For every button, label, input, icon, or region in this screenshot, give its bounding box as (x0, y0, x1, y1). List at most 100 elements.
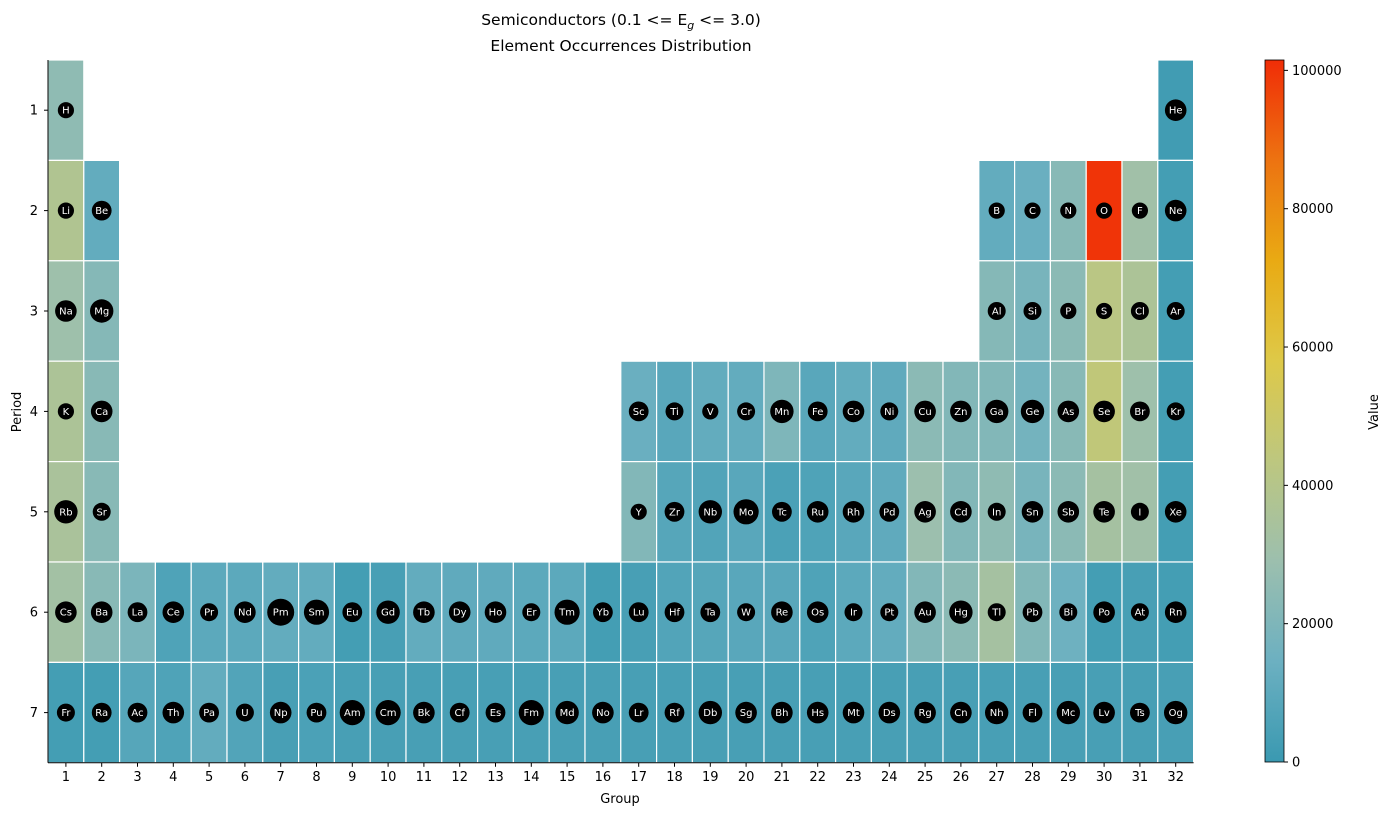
element-symbol: Ag (918, 507, 931, 518)
element-cell-pm: Pm (263, 562, 299, 662)
element-cell-cr: Cr (728, 361, 764, 461)
element-cell-u: U (227, 662, 263, 762)
element-symbol: O (1100, 206, 1108, 217)
element-cell-tm: Tm (549, 562, 585, 662)
element-cell-o: O (1086, 160, 1122, 260)
element-cell-ca: Ca (84, 361, 120, 461)
element-cell-hg: Hg (943, 562, 979, 662)
element-symbol: U (241, 708, 248, 719)
y-tick-label: 4 (30, 405, 38, 420)
element-symbol: Sn (1026, 507, 1039, 518)
element-cell-ba: Ba (84, 562, 120, 662)
element-cell-tl: Tl (979, 562, 1015, 662)
element-cell-hf: Hf (657, 562, 693, 662)
element-symbol: Sg (740, 708, 753, 719)
element-symbol: Mc (1061, 708, 1075, 719)
x-tick-label: 22 (809, 770, 826, 785)
element-symbol: Si (1028, 307, 1037, 318)
colorbar-label: Value (1367, 394, 1382, 430)
element-symbol: Rg (918, 708, 931, 719)
element-cell-la: La (120, 562, 156, 662)
element-cell-pa: Pa (191, 662, 227, 762)
element-cell-db: Db (692, 662, 728, 762)
element-symbol: Tm (558, 608, 575, 619)
element-symbol: La (132, 608, 144, 619)
element-symbol: Zn (954, 407, 967, 418)
element-symbol: Fl (1028, 708, 1037, 719)
element-cell-k: K (48, 361, 84, 461)
element-symbol: Lu (633, 608, 645, 619)
element-symbol: Pr (204, 608, 215, 619)
element-cell-pr: Pr (191, 562, 227, 662)
element-symbol: Nb (703, 507, 717, 518)
element-cell-gd: Gd (370, 562, 406, 662)
element-cell-be: Be (84, 160, 120, 260)
element-symbol: Ca (95, 407, 108, 418)
element-symbol: Ta (704, 608, 716, 619)
element-cell-pt: Pt (871, 562, 907, 662)
element-symbol: Ds (883, 708, 896, 719)
element-symbol: Br (1134, 407, 1146, 418)
element-symbol: Cd (954, 507, 967, 518)
element-cell-al: Al (979, 261, 1015, 361)
element-symbol: Pm (273, 608, 289, 619)
element-cell-np: Np (263, 662, 299, 762)
element-symbol: B (993, 206, 1000, 217)
element-symbol: Ni (884, 407, 894, 418)
element-symbol: Mg (94, 307, 109, 318)
x-tick-label: 11 (416, 770, 433, 785)
element-symbol: Ti (669, 407, 679, 418)
element-symbol: Ru (811, 507, 824, 518)
element-cell-fe: Fe (800, 361, 836, 461)
element-cell-fm: Fm (513, 662, 549, 762)
element-symbol: Cn (954, 708, 967, 719)
element-symbol: Al (992, 307, 1002, 318)
y-tick-label: 3 (30, 305, 38, 320)
x-tick-label: 23 (845, 770, 862, 785)
element-symbol: Hg (954, 608, 968, 619)
element-symbol: Fm (524, 708, 540, 719)
element-cell-ds: Ds (871, 662, 907, 762)
element-symbol: Ho (489, 608, 503, 619)
element-cell-se: Se (1086, 361, 1122, 461)
element-cell-dy: Dy (442, 562, 478, 662)
element-cell-og: Og (1158, 662, 1194, 762)
element-symbol: Ra (95, 708, 108, 719)
element-symbol: Og (1169, 708, 1183, 719)
element-cell-zr: Zr (657, 462, 693, 562)
element-symbol: Po (1098, 608, 1110, 619)
x-tick-label: 16 (595, 770, 612, 785)
element-cell-yb: Yb (585, 562, 621, 662)
element-symbol: Ge (1026, 407, 1040, 418)
element-cell-f: F (1122, 160, 1158, 260)
element-cell-ni: Ni (871, 361, 907, 461)
element-symbol: Rh (847, 507, 860, 518)
element-symbol: Gd (381, 608, 395, 619)
element-cell-i: I (1122, 462, 1158, 562)
element-cell-lr: Lr (621, 662, 657, 762)
element-symbol: Ne (1169, 206, 1183, 217)
element-cell-rg: Rg (907, 662, 943, 762)
element-cell-cn: Cn (943, 662, 979, 762)
element-cell-y: Y (621, 462, 657, 562)
element-cell-pu: Pu (299, 662, 335, 762)
element-symbol: Yb (596, 608, 609, 619)
element-symbol: Cm (380, 708, 397, 719)
element-cell-cf: Cf (442, 662, 478, 762)
colorbar-tick-label: 80000 (1292, 202, 1333, 217)
x-tick-label: 28 (1024, 770, 1041, 785)
element-symbol: Mn (774, 407, 789, 418)
element-cell-nd: Nd (227, 562, 263, 662)
element-symbol: Fe (812, 407, 823, 418)
element-cell-sm: Sm (299, 562, 335, 662)
element-cell-ti: Ti (657, 361, 693, 461)
x-tick-label: 8 (312, 770, 320, 785)
element-symbol: Ce (167, 608, 180, 619)
element-cell-n: N (1050, 160, 1086, 260)
element-symbol: Kr (1170, 407, 1182, 418)
x-tick-label: 19 (702, 770, 719, 785)
element-cell-er: Er (513, 562, 549, 662)
element-cell-lu: Lu (621, 562, 657, 662)
element-cell-ga: Ga (979, 361, 1015, 461)
element-cell-v: V (692, 361, 728, 461)
